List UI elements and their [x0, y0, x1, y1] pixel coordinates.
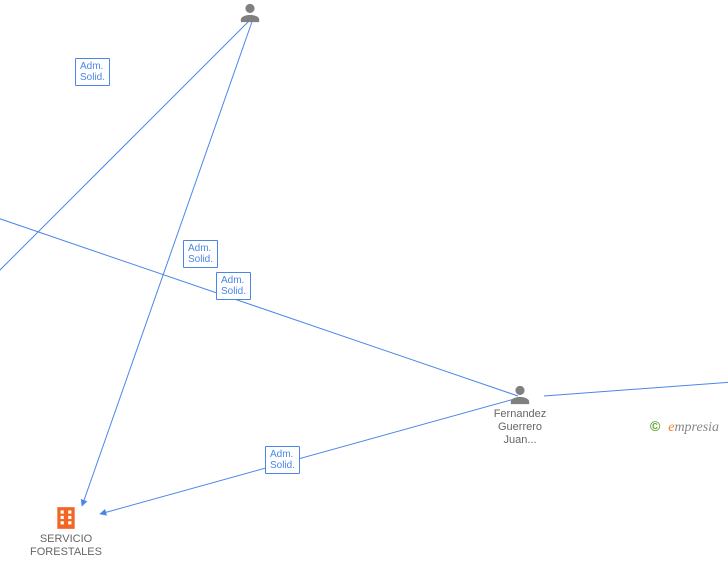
watermark: © empresia	[650, 418, 719, 436]
node-label: SERVICIO FORESTALES	[26, 533, 106, 559]
person-icon	[509, 384, 531, 406]
person-node-fernandez[interactable]: Fernandez Guerrero Juan...	[480, 384, 560, 448]
edges-layer	[0, 0, 728, 575]
edge-line	[0, 212, 518, 396]
building-node-servicio[interactable]: SERVICIO FORESTALES	[26, 505, 106, 559]
copyright-symbol: ©	[650, 418, 660, 434]
edge-label: Adm. Solid.	[216, 272, 251, 300]
brand-rest: mpresia	[674, 420, 719, 435]
person-icon	[239, 2, 261, 24]
edge-line	[82, 16, 254, 506]
edge-label: Adm. Solid.	[183, 240, 218, 268]
edge-line	[100, 398, 518, 514]
diagram-canvas: Fernandez Guerrero Juan... SERVICIO FORE…	[0, 0, 728, 575]
person-node-top[interactable]	[210, 2, 290, 26]
edge-label: Adm. Solid.	[75, 58, 110, 86]
building-icon	[53, 505, 79, 531]
edge-label: Adm. Solid.	[265, 446, 300, 474]
edge-line	[544, 380, 728, 396]
node-label: Fernandez Guerrero Juan...	[480, 408, 560, 448]
